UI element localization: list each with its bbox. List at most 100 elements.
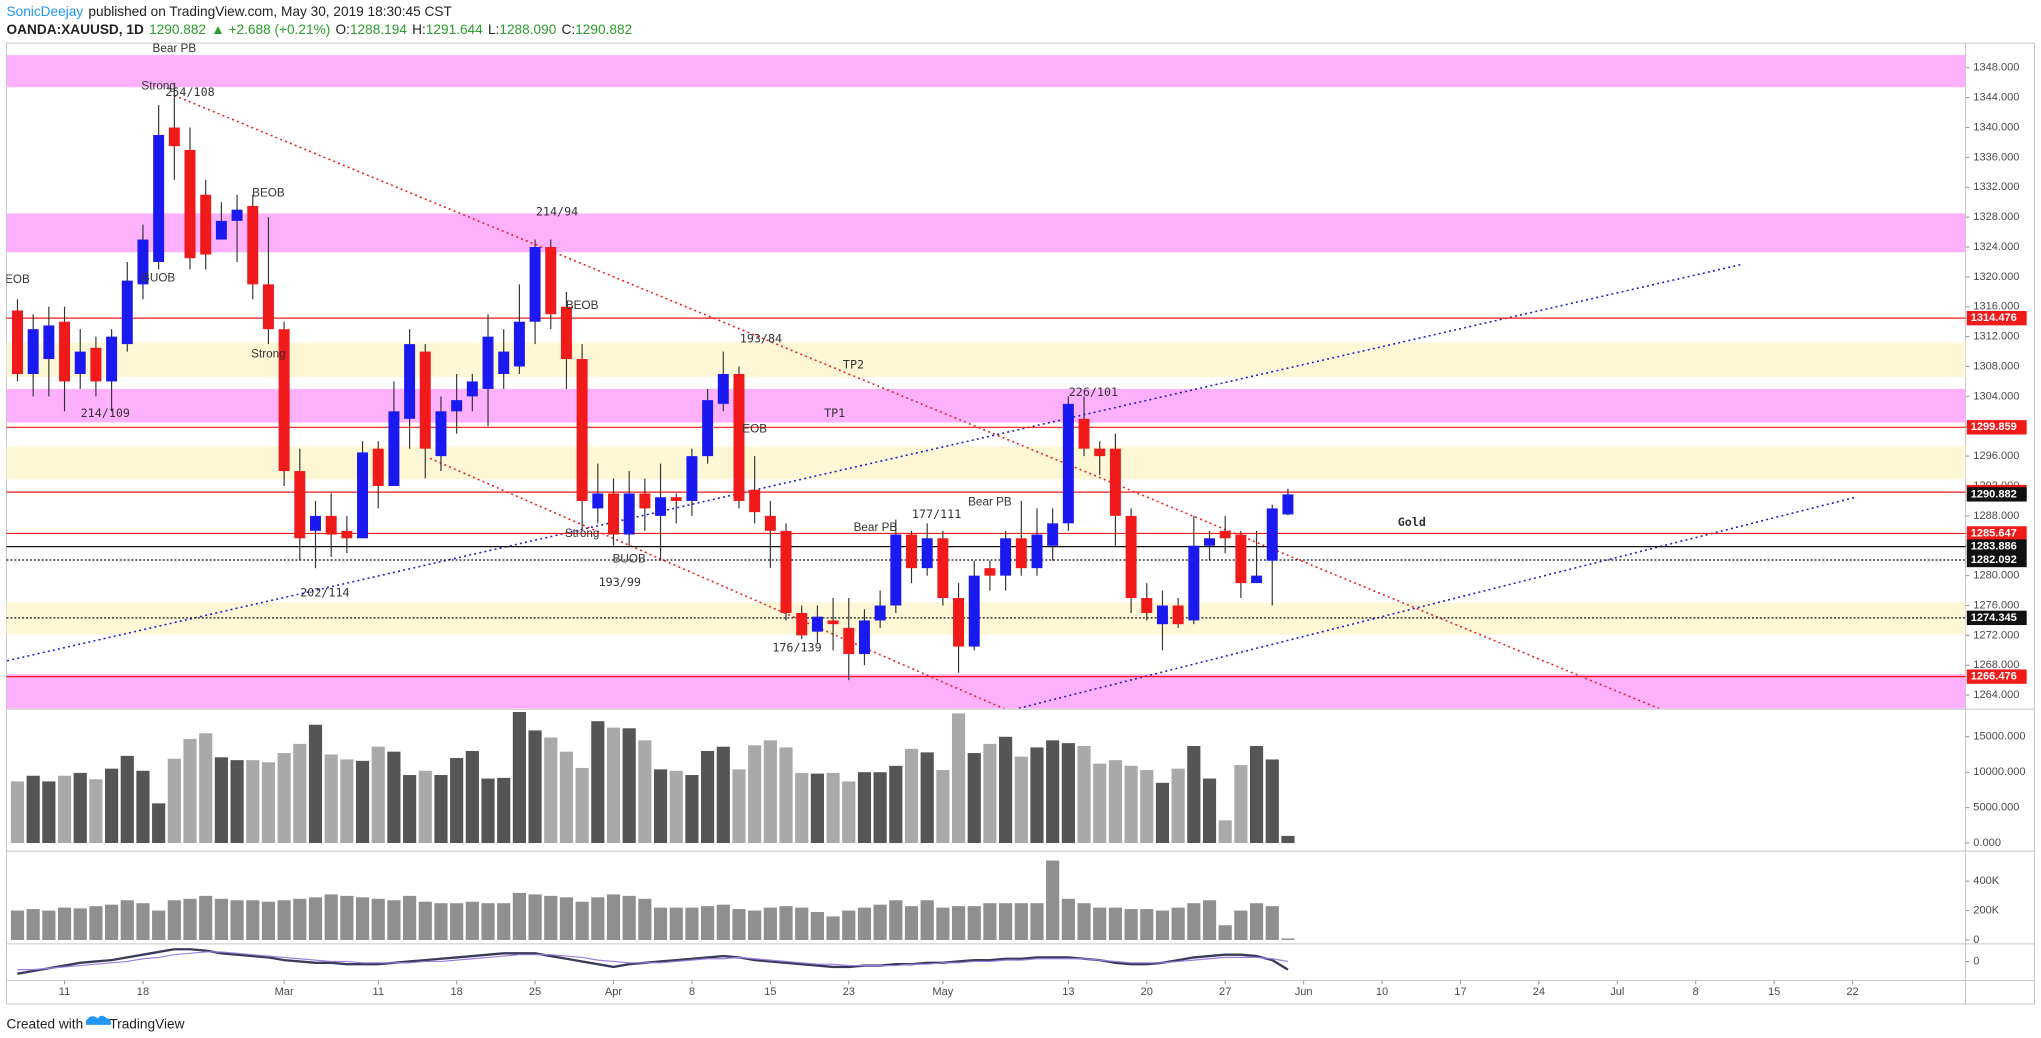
volume-bar: [1108, 760, 1122, 844]
candle-body: [639, 493, 651, 509]
volume-bar: [497, 777, 511, 844]
volume-bar: [669, 770, 683, 844]
price-level-label: 1274.345: [1971, 612, 2017, 624]
ohlc-label: L:: [488, 22, 499, 37]
candle-body: [1219, 530, 1231, 539]
candle-body: [827, 620, 839, 625]
volume-bar: [1265, 906, 1279, 940]
annotation: 177/111: [912, 507, 961, 521]
volume-bar: [1171, 768, 1185, 844]
candle-body: [43, 325, 55, 360]
annotation: 193/84: [740, 331, 782, 345]
volume-bar: [183, 738, 197, 844]
volume-bar: [842, 781, 856, 844]
ohlc-value: 1288.090: [499, 22, 556, 37]
candle-body: [357, 452, 369, 539]
volume-bar: [512, 711, 526, 844]
candle-body: [404, 344, 416, 419]
y-tick-label: 1280.000: [1973, 570, 2019, 582]
volume-bar: [920, 900, 934, 940]
candle-body: [545, 247, 557, 315]
candle-body: [372, 448, 384, 487]
candle-body: [90, 347, 102, 382]
x-tick-label: 10: [1376, 986, 1388, 998]
volume-bar: [450, 758, 464, 844]
candle-body: [247, 205, 259, 285]
x-tick-label: May: [932, 986, 953, 998]
volume-bar: [246, 760, 260, 844]
volume-bar: [795, 772, 809, 844]
volume-bar: [230, 900, 244, 940]
volume-bar: [73, 908, 87, 940]
candle-body: [435, 411, 447, 457]
volume-bar: [622, 895, 636, 940]
volume-bar: [387, 900, 401, 940]
volume-bar: [1061, 898, 1075, 940]
volume-bar: [465, 750, 479, 844]
y-tick-label: 1320.000: [1973, 271, 2019, 283]
candle-body: [294, 471, 306, 539]
volume-bar: [591, 897, 605, 940]
last-price: 1290.882: [149, 22, 206, 37]
volume-bar: [465, 901, 479, 940]
candle-body: [1125, 515, 1137, 599]
annotation: BUOB: [142, 271, 175, 284]
volume-bar: [685, 775, 699, 844]
candle-body: [262, 284, 274, 330]
chart-frame: [5, 42, 2036, 1005]
candle-body: [1000, 538, 1012, 576]
x-tick-label: 8: [689, 986, 695, 998]
volume-bar: [779, 747, 793, 844]
volume-bar: [152, 910, 166, 940]
candle-body: [874, 605, 886, 621]
volume-bar: [355, 760, 370, 844]
candle-body: [937, 538, 949, 599]
candle-body: [670, 497, 682, 501]
volume-bar: [1046, 740, 1060, 844]
candle-body: [1078, 418, 1090, 449]
volume-bar: [1140, 909, 1154, 940]
volume-bar: [42, 781, 56, 844]
volume-bar: [559, 751, 574, 844]
y-tick-label: 10000.000: [1973, 766, 2025, 778]
candle-body: [59, 321, 71, 382]
price-level-badge: [1966, 420, 2027, 435]
candle-body: [231, 209, 243, 221]
volume-bar: [308, 897, 323, 940]
candle-body: [592, 493, 604, 509]
volume-bar: [1108, 907, 1122, 940]
candle-body: [1109, 448, 1121, 516]
annotation: Bear PB: [153, 42, 197, 55]
volume-bar: [763, 740, 777, 844]
footer-brand[interactable]: TradingView: [109, 1017, 184, 1032]
volume-bar: [1140, 770, 1154, 844]
candle-body: [419, 351, 431, 449]
y-tick-label: 1336.000: [1973, 151, 2019, 163]
volume-bar: [1155, 910, 1170, 940]
y-tick-label: 1328.000: [1973, 211, 2019, 223]
annotation: EOB: [5, 273, 30, 286]
volume-bar: [1124, 765, 1138, 844]
volume-bar: [136, 903, 150, 940]
volume-bar: [1093, 763, 1107, 844]
author-link[interactable]: SonicDeejay: [7, 3, 84, 18]
x-tick-label: 18: [451, 986, 463, 998]
annotation: BEOB: [566, 299, 599, 312]
volume-bar: [1202, 900, 1217, 940]
candle-body: [1062, 403, 1074, 524]
volume-bar: [1234, 910, 1248, 940]
candle-body: [733, 373, 745, 501]
volume-bar: [1218, 925, 1232, 940]
volume-bar: [904, 748, 919, 844]
volume-bar: [653, 907, 668, 940]
y-tick-label: 1288.000: [1973, 510, 2019, 522]
price-zone: [6, 602, 1966, 635]
volume-bar: [105, 768, 119, 844]
volume-bar: [1014, 903, 1028, 940]
volume-bar: [1046, 860, 1060, 940]
volume-bar: [1249, 745, 1264, 844]
symbol-line: OANDA:XAUUSD, 1D 1290.882 ▲ +2.688 (+0.21%…: [7, 22, 633, 37]
price-level-label: 1285.647: [1971, 527, 2017, 539]
